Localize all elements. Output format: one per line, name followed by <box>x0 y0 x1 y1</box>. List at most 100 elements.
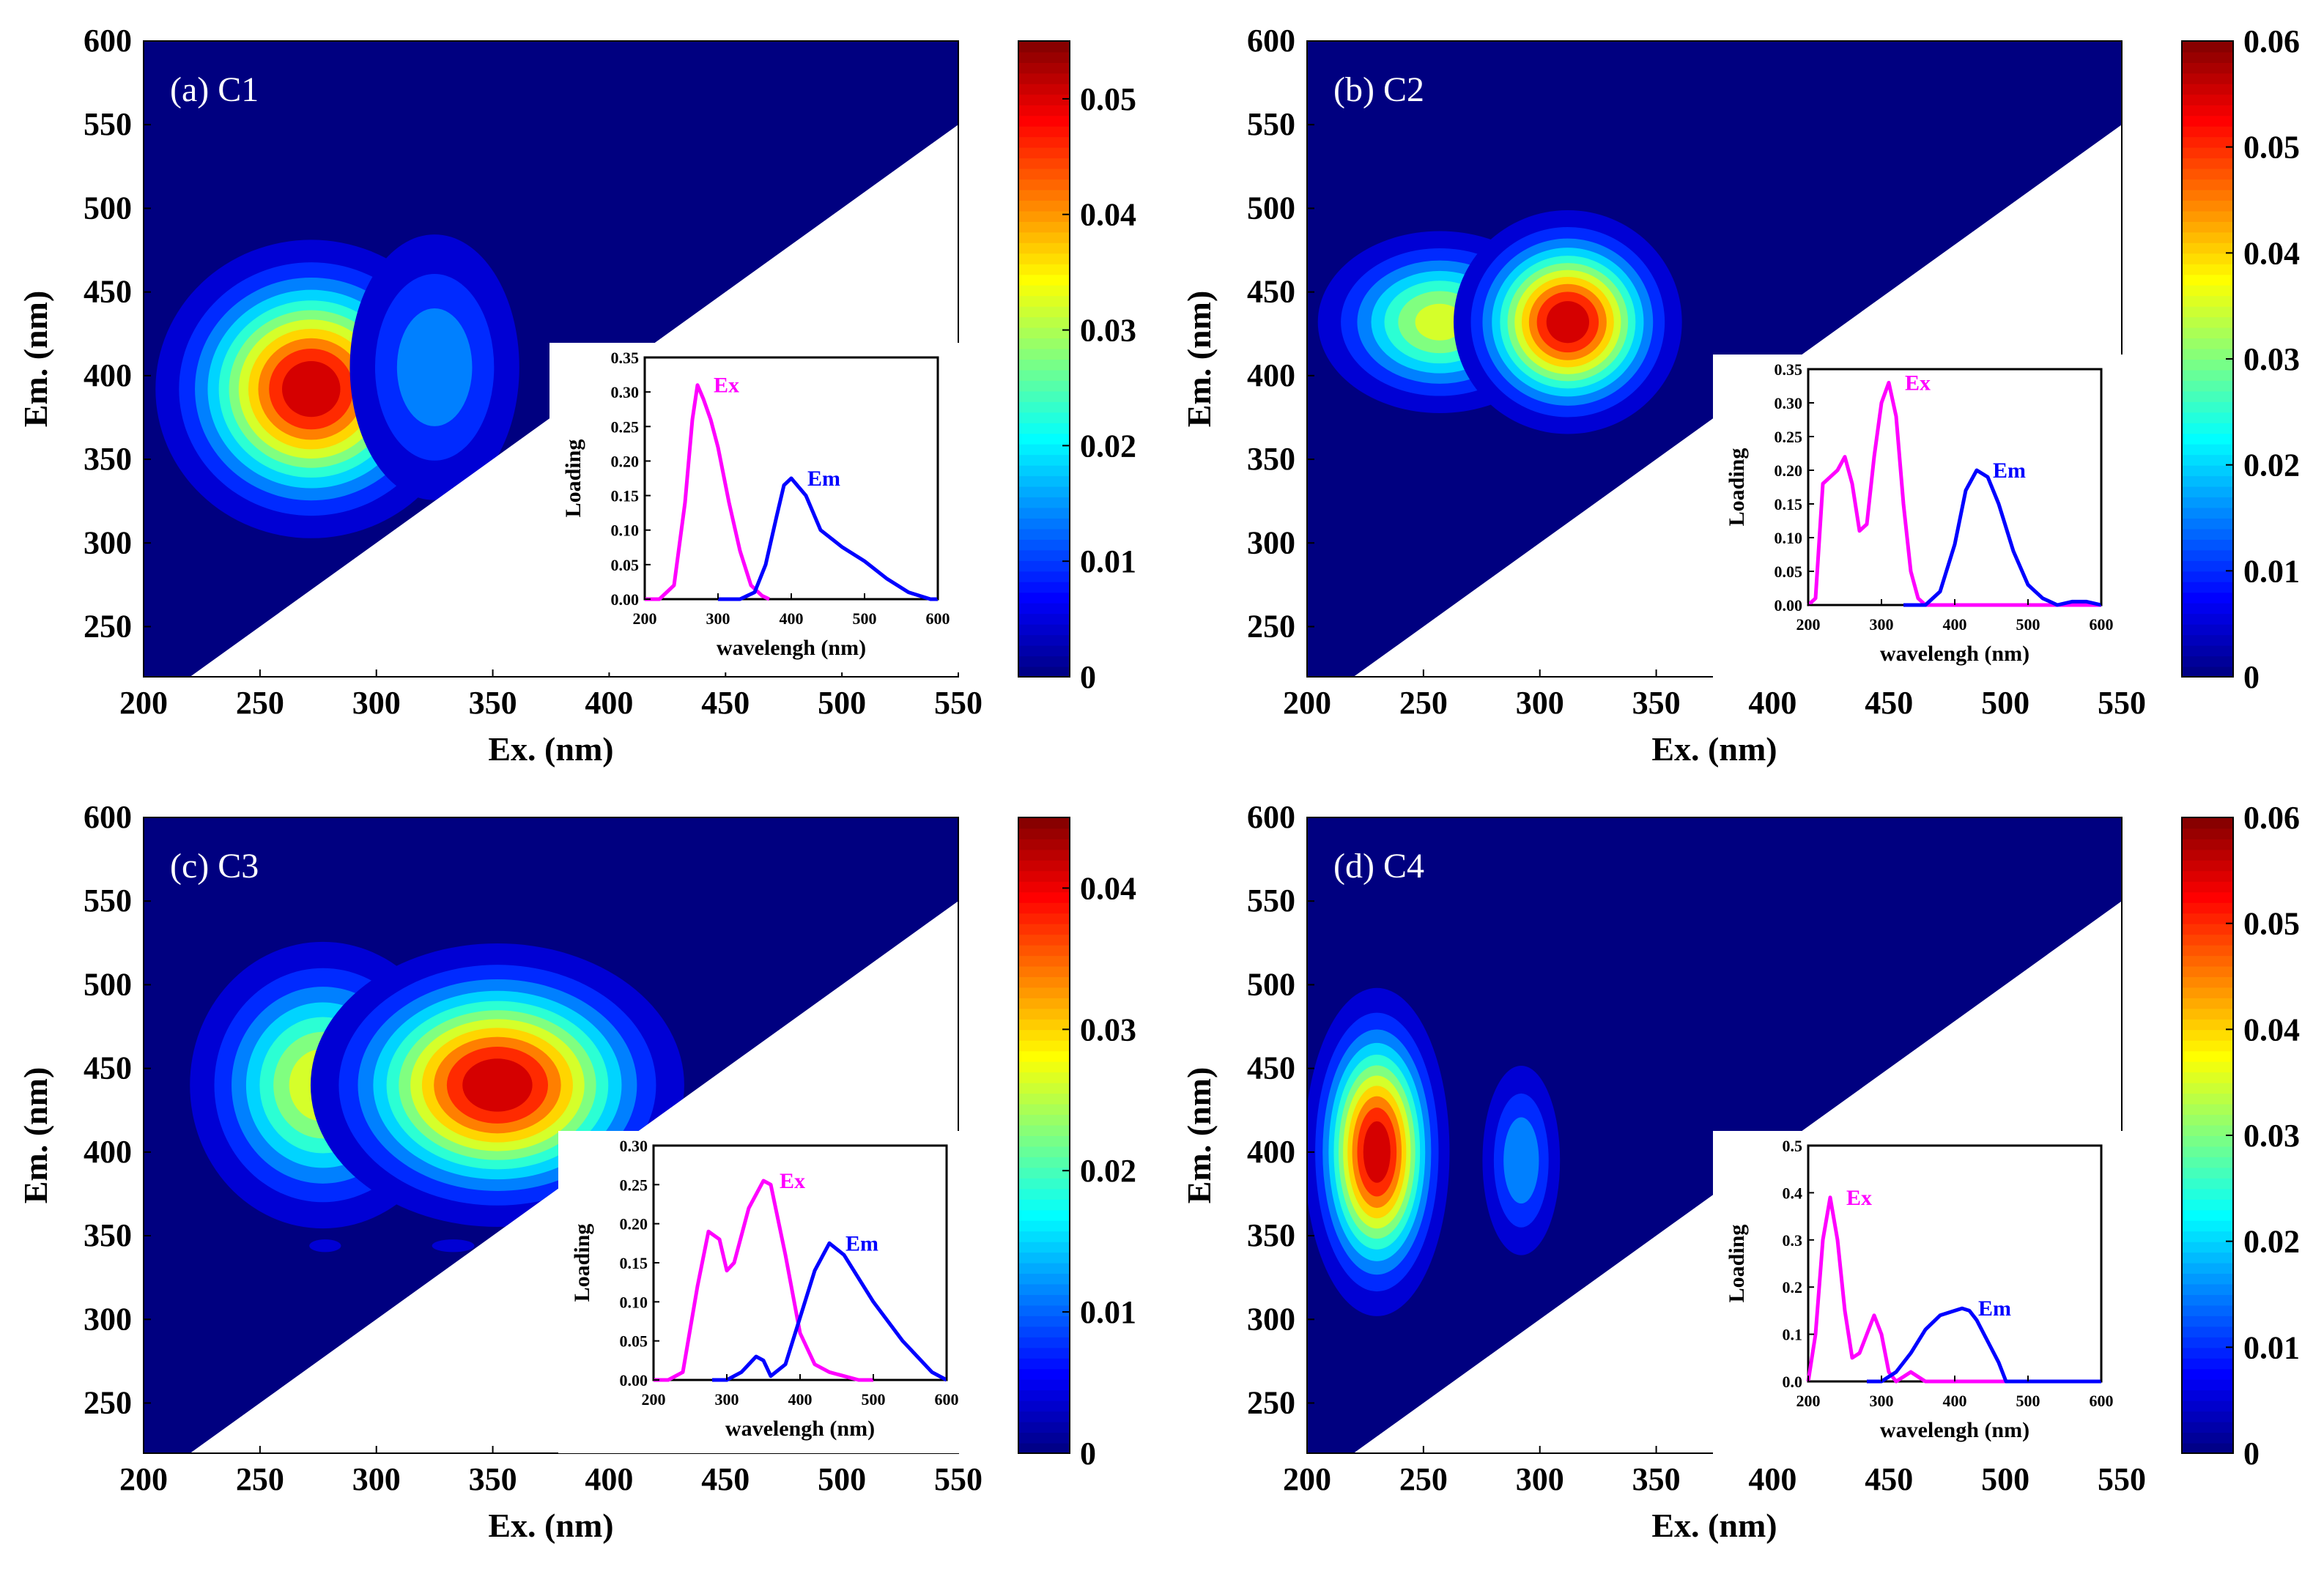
x-tick-label: 350 <box>469 1461 517 1497</box>
x-tick-label: 400 <box>1748 685 1796 721</box>
colorbar-segment <box>1018 1018 1070 1031</box>
colorbar-segment <box>2182 1368 2233 1380</box>
inset-x-tick-label: 500 <box>2016 615 2040 634</box>
colorbar-segment <box>2182 1220 2233 1232</box>
colorbar-segment <box>2182 1029 2233 1041</box>
colorbar-tick-label: 0 <box>1080 659 1096 695</box>
inset-frame <box>1807 368 2103 606</box>
colorbar-segment <box>2182 602 2233 615</box>
inset-y-axis-label: Loading <box>1725 1225 1749 1303</box>
y-tick-label: 550 <box>84 106 132 142</box>
colorbar-tick-label: 0.04 <box>1080 870 1136 906</box>
inset-series-label: Em <box>1993 459 2026 483</box>
colorbar-tick-label: 0.02 <box>1080 1153 1136 1189</box>
colorbar-segment <box>2182 390 2233 402</box>
colorbar-segment <box>2182 1082 2233 1094</box>
colorbar-segment <box>2182 902 2233 914</box>
x-tick-label: 300 <box>1516 1461 1564 1497</box>
eem-panel-4: 200 250 300 350 400 450 500 550 250 300 350 400 450 5… <box>1180 799 2300 1544</box>
x-tick-label: 250 <box>236 1461 284 1497</box>
colorbar-segment <box>2182 369 2233 381</box>
inset-line-em <box>712 1241 948 1382</box>
colorbar-tick-label: 0.03 <box>2243 341 2300 377</box>
colorbar-segment <box>1018 549 1070 561</box>
colorbar-segment <box>2182 1198 2233 1211</box>
x-tick-label: 200 <box>119 1461 168 1497</box>
inset-y-tick-label: 0.15 <box>620 1254 648 1272</box>
colorbar-segment <box>2182 305 2233 318</box>
contour-level-2-3 <box>1503 1117 1539 1204</box>
colorbar-segment <box>2182 295 2233 307</box>
contour-level-2-11 <box>462 1058 533 1112</box>
colorbar-segment <box>2182 828 2233 839</box>
colorbar-segment <box>2182 560 2233 572</box>
colorbar-segment <box>2182 1050 2233 1062</box>
colorbar-segment <box>2182 125 2233 138</box>
x-tick-label: 300 <box>352 685 401 721</box>
colorbar-segment <box>1018 1050 1070 1062</box>
inset-line-ex <box>645 383 771 601</box>
inset-x-axis-label: wavelengh (nm) <box>725 1417 875 1441</box>
inset-loadings: Ex Em 200 300 400 500 600 0.00 0.05 0.10 0.15 0.20 0… <box>1713 355 2123 678</box>
colorbar-segment <box>2182 464 2233 477</box>
colorbar-tick-label: 0.02 <box>2243 448 2300 483</box>
y-tick-label: 300 <box>1247 524 1295 560</box>
colorbar-segment <box>2182 1273 2233 1285</box>
colorbar-segment <box>1018 1241 1070 1253</box>
colorbar-segment <box>1018 1252 1070 1264</box>
colorbar-segment <box>2182 997 2233 1009</box>
panel-label: (b) C2 <box>1333 70 1424 109</box>
colorbar-segment <box>2182 1188 2233 1200</box>
colorbar-segment <box>2182 157 2233 169</box>
inset-x-tick-label: 400 <box>1943 615 1967 634</box>
contour-area <box>144 41 958 677</box>
colorbar-segment <box>2182 645 2233 657</box>
inset-y-tick-label: 0.20 <box>620 1215 648 1233</box>
colorbar-segment <box>2182 923 2233 935</box>
inset-x-tick-label: 500 <box>853 609 877 628</box>
colorbar-segment <box>1018 623 1070 636</box>
y-tick-label: 300 <box>1247 1301 1295 1337</box>
colorbar-segment <box>1018 1082 1070 1094</box>
colorbar-segment <box>1018 41 1070 53</box>
colorbar: 0 0.01 0.02 0.03 0.04 0.05 0.06 <box>2181 23 2300 695</box>
colorbar-segment <box>1018 189 1070 201</box>
colorbar-segment <box>2182 1146 2233 1157</box>
colorbar-segment <box>1018 518 1070 530</box>
colorbar-segment <box>2182 1177 2233 1190</box>
colorbar-segment <box>1018 870 1070 882</box>
inset-y-tick-label: 0.25 <box>611 418 640 436</box>
colorbar-segment <box>2182 443 2233 456</box>
colorbar-tick-label: 0.06 <box>2243 23 2300 59</box>
colorbar-segment <box>1018 828 1070 839</box>
inset-x-tick-label: 500 <box>2016 1392 2040 1410</box>
colorbar-segment <box>1018 1029 1070 1041</box>
y-tick-label: 600 <box>1247 799 1295 835</box>
colorbar-segment <box>1018 1294 1070 1306</box>
colorbar-segment <box>1018 923 1070 935</box>
colorbar-segment <box>2182 1114 2233 1126</box>
y-tick-label: 250 <box>84 608 132 644</box>
colorbar-segment <box>1018 1283 1070 1295</box>
inset-x-tick-label: 200 <box>633 609 657 628</box>
colorbar-segment <box>1018 1167 1070 1179</box>
colorbar-segment <box>2182 475 2233 487</box>
colorbar-tick-label: 0.04 <box>2243 235 2300 271</box>
colorbar-segment <box>1018 645 1070 657</box>
colorbar-segment <box>1018 965 1070 977</box>
panel-label: (a) C1 <box>170 70 259 109</box>
colorbar-segment <box>1018 1400 1070 1412</box>
inset-y-tick-label: 0.4 <box>1783 1184 1803 1202</box>
inset-x-tick-label: 600 <box>935 1390 959 1409</box>
inset-y-tick-label: 0.00 <box>1775 596 1803 615</box>
colorbar-segment <box>2182 976 2233 988</box>
colorbar-segment <box>1018 634 1070 646</box>
contour-level-3-1 <box>309 1239 341 1253</box>
colorbar-segment <box>2182 1411 2233 1422</box>
y-tick-label: 350 <box>1247 441 1295 477</box>
colorbar-segment <box>1018 412 1070 423</box>
colorbar-segment <box>2182 73 2233 84</box>
colorbar-segment <box>1018 581 1070 593</box>
colorbar-segment <box>2182 571 2233 582</box>
inset-y-tick-label: 0.00 <box>611 590 640 609</box>
